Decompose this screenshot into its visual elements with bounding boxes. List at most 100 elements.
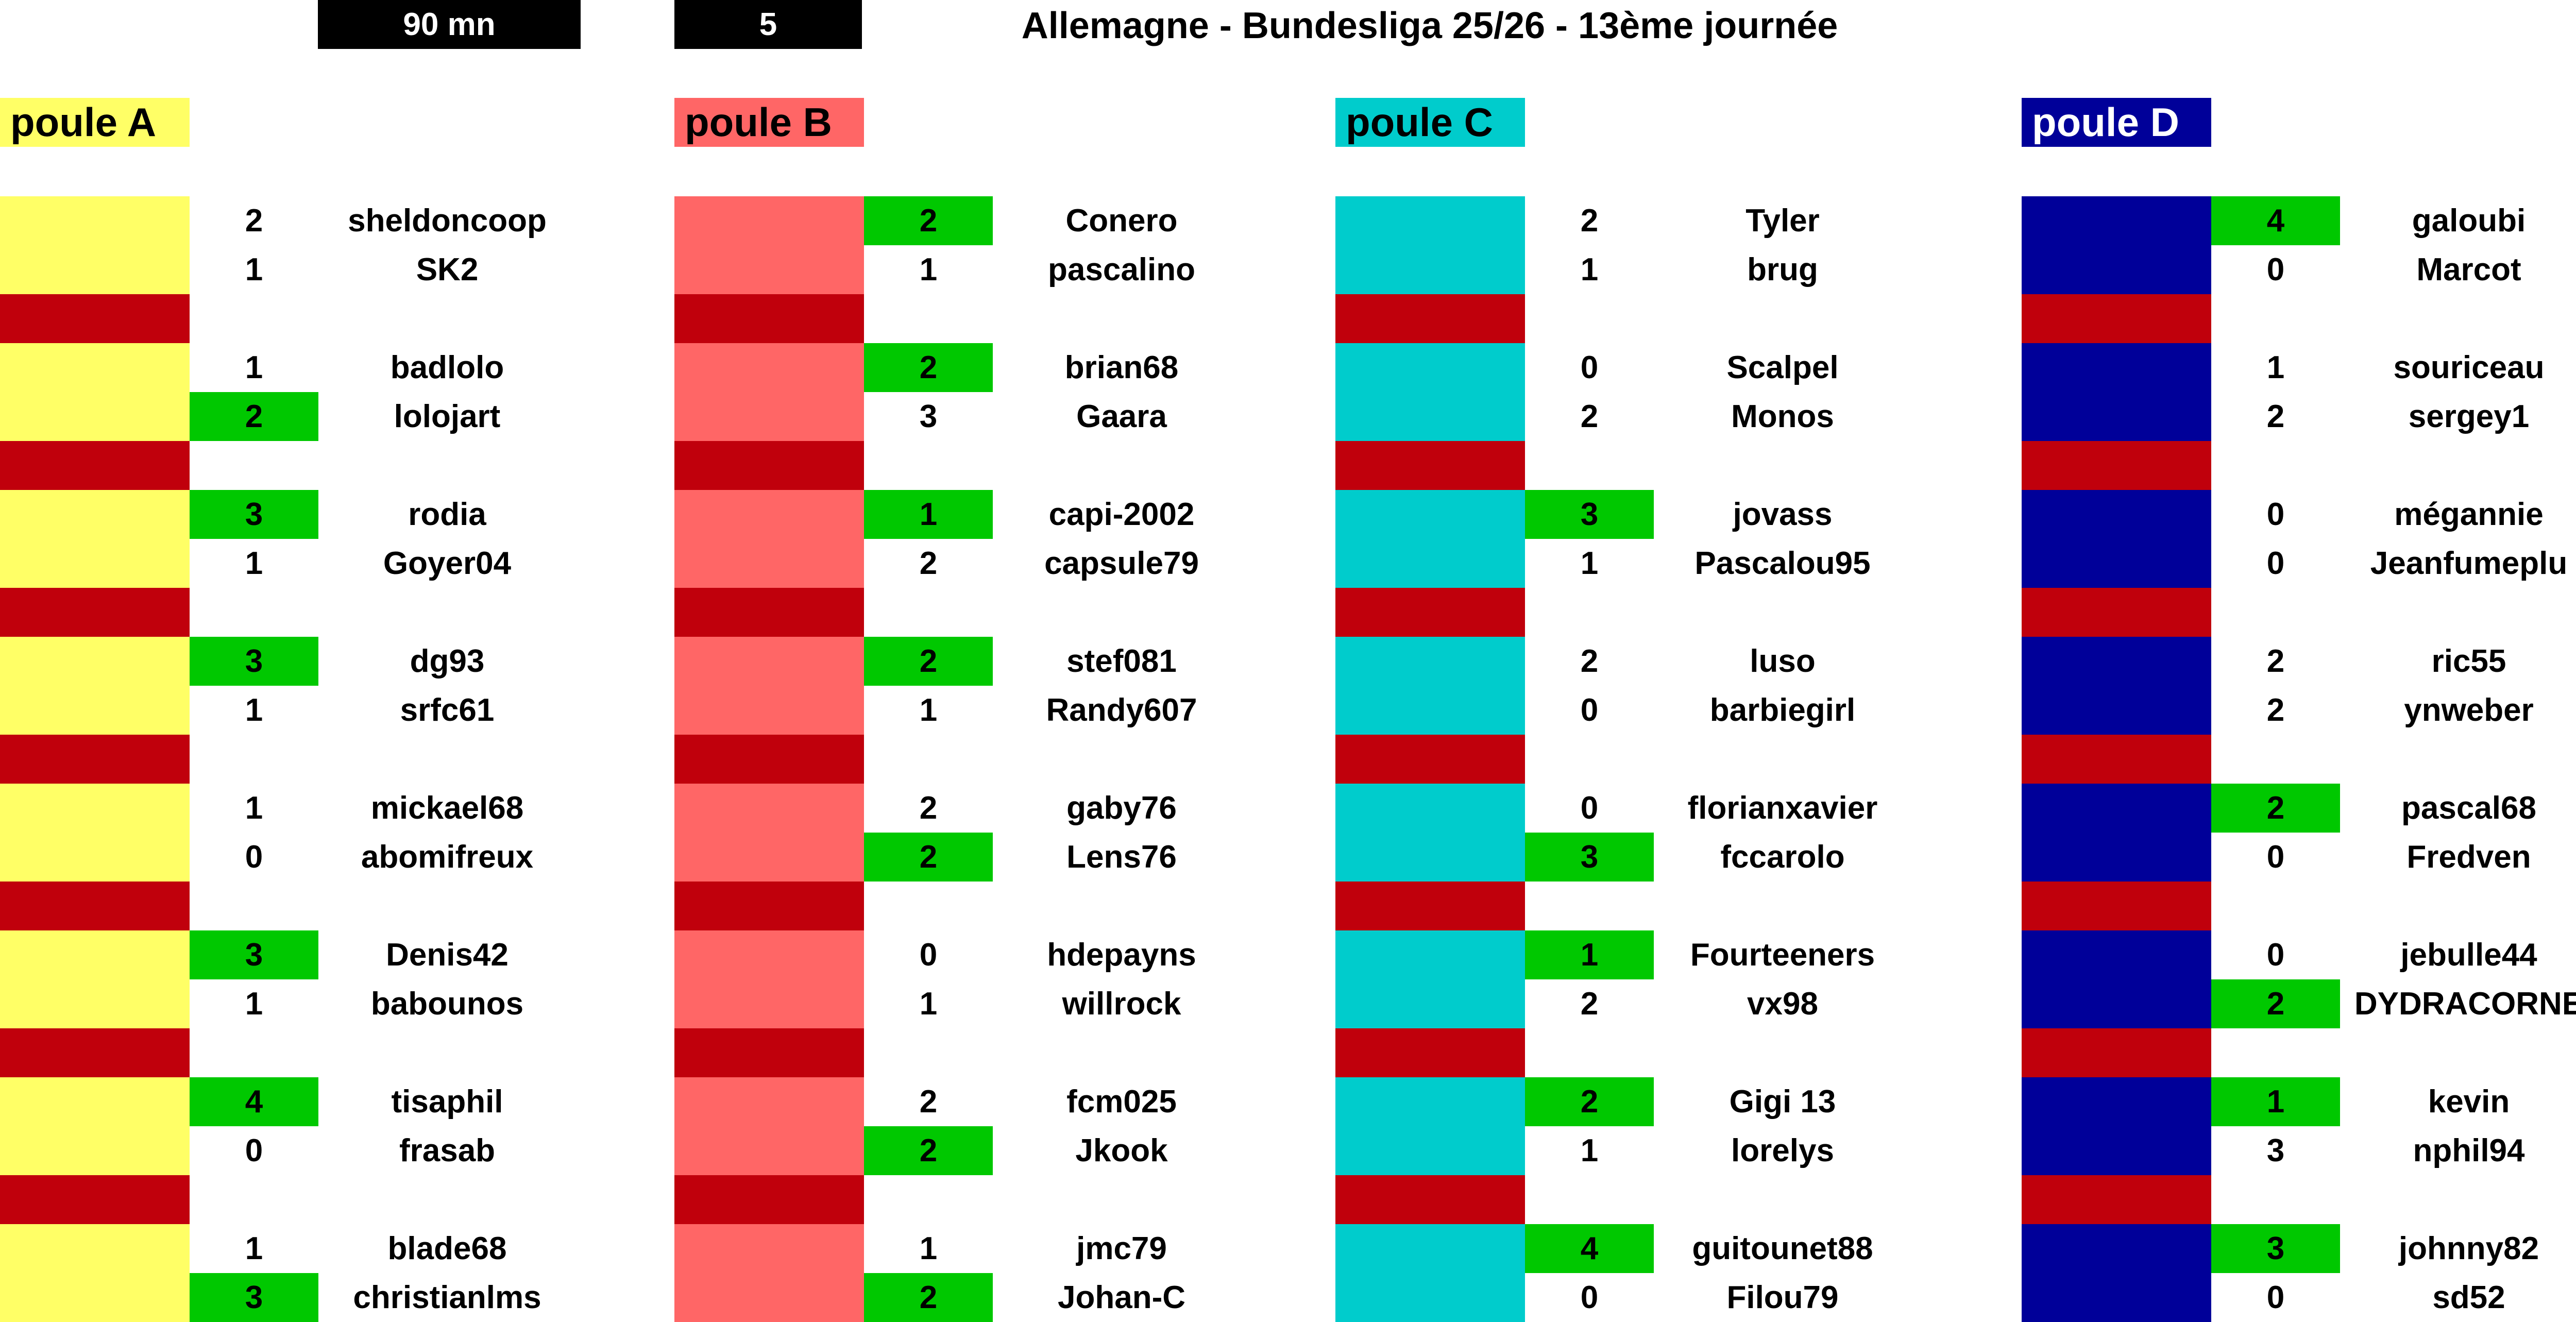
- match-separator: [2022, 441, 2576, 490]
- group-color-cell: [674, 930, 864, 979]
- group-color-cell: [0, 979, 190, 1028]
- group-color-cell: [0, 1273, 190, 1322]
- player-name: Johan-C: [1058, 1280, 1185, 1315]
- player-row: 3 dg93: [0, 637, 582, 686]
- player-name: vx98: [1747, 986, 1818, 1022]
- match-separator: [0, 1028, 582, 1077]
- player-row: 0 frasab: [0, 1126, 582, 1175]
- player-score: 0: [2266, 252, 2285, 287]
- group-color-cell: [2022, 343, 2211, 392]
- player-score: 1: [919, 692, 938, 728]
- player-score: 0: [1580, 692, 1599, 728]
- player-score: 1: [2266, 350, 2285, 385]
- player-row: 4 tisaphil: [0, 1077, 582, 1126]
- player-score: 2: [864, 1126, 993, 1175]
- player-name: frasab: [399, 1133, 496, 1168]
- separator-cell: [674, 441, 864, 490]
- player-score: 3: [1525, 490, 1654, 539]
- group-color-cell: [674, 343, 864, 392]
- player-score: 1: [864, 490, 993, 539]
- player-score: 2: [864, 196, 993, 245]
- group-color-cell: [1335, 1077, 1525, 1126]
- player-score: 2: [864, 1273, 993, 1322]
- match-separator: [674, 1175, 1257, 1224]
- player-name: brian68: [1064, 350, 1179, 385]
- player-name: Denis42: [386, 937, 509, 973]
- player-row: 2 lolojart: [0, 392, 582, 441]
- round-count-box: 5: [674, 0, 862, 49]
- group-color-cell: [2022, 833, 2211, 882]
- group-color-cell: [674, 833, 864, 882]
- group-color-cell: [674, 490, 864, 539]
- player-row: 3 nphil94: [2022, 1126, 2576, 1175]
- poule-column-c: 2 Tyler 1 brug 0 Scalpel 2 Monos 3 jovass 1 Pascalo…: [1335, 196, 1918, 1322]
- player-score: 2: [190, 392, 318, 441]
- player-score: 0: [245, 1133, 263, 1168]
- player-row: 1 lorelys: [1335, 1126, 1918, 1175]
- player-name: sd52: [2432, 1280, 2505, 1315]
- player-row: 4 guitounet88: [1335, 1224, 1918, 1273]
- group-color-cell: [2022, 196, 2211, 245]
- match-separator: [674, 882, 1257, 930]
- player-row: 2 Lens76: [674, 833, 1257, 882]
- player-score: 2: [1580, 203, 1599, 239]
- match-separator: [0, 441, 582, 490]
- match-separator: [1335, 1175, 1918, 1224]
- player-name: lolojart: [394, 399, 501, 434]
- group-color-cell: [1335, 930, 1525, 979]
- group-color-cell: [1335, 1273, 1525, 1322]
- group-color-cell: [2022, 637, 2211, 686]
- player-score: 3: [190, 930, 318, 979]
- player-row: 3 fccarolo: [1335, 833, 1918, 882]
- player-name: Fredven: [2406, 839, 2531, 875]
- group-color-cell: [1335, 979, 1525, 1028]
- player-score: 0: [919, 937, 938, 973]
- player-name: Lens76: [1066, 839, 1177, 875]
- player-name: Pascalou95: [1694, 546, 1871, 581]
- group-color-cell: [1335, 1224, 1525, 1273]
- player-name: luso: [1750, 643, 1816, 679]
- group-color-cell: [0, 833, 190, 882]
- player-row: 2 sergey1: [2022, 392, 2576, 441]
- separator-cell: [2022, 882, 2211, 930]
- player-name: nphil94: [2413, 1133, 2525, 1168]
- player-row: 2 stef081: [674, 637, 1257, 686]
- player-name: gaby76: [1066, 790, 1177, 826]
- match-separator: [2022, 1028, 2576, 1077]
- player-row: 3 christianlms: [0, 1273, 582, 1322]
- player-score: 1: [919, 252, 938, 287]
- group-color-cell: [1335, 1126, 1525, 1175]
- player-score: 2: [919, 790, 938, 826]
- separator-cell: [674, 1028, 864, 1077]
- player-row: 2 Johan-C: [674, 1273, 1257, 1322]
- group-color-cell: [674, 245, 864, 294]
- player-score: 1: [245, 692, 263, 728]
- group-color-cell: [1335, 784, 1525, 833]
- separator-cell: [0, 1028, 190, 1077]
- group-color-cell: [0, 539, 190, 588]
- player-score: 2: [1580, 399, 1599, 434]
- player-name: hdepayns: [1047, 937, 1196, 973]
- separator-cell: [2022, 294, 2211, 343]
- match-separator: [1335, 588, 1918, 637]
- group-color-cell: [0, 1126, 190, 1175]
- group-color-cell: [674, 637, 864, 686]
- player-row: 1 Goyer04: [0, 539, 582, 588]
- player-score: 1: [245, 1231, 263, 1266]
- group-color-cell: [2022, 979, 2211, 1028]
- player-row: 0 Scalpel: [1335, 343, 1918, 392]
- player-name: jmc79: [1076, 1231, 1167, 1266]
- player-row: 2 Monos: [1335, 392, 1918, 441]
- separator-cell: [674, 588, 864, 637]
- player-name: abomifreux: [361, 839, 534, 875]
- player-name: souriceau: [2393, 350, 2545, 385]
- player-name: srfc61: [400, 692, 495, 728]
- player-name: brug: [1747, 252, 1818, 287]
- separator-cell: [2022, 441, 2211, 490]
- player-score: 2: [919, 546, 938, 581]
- player-score: 3: [919, 399, 938, 434]
- player-name: lorelys: [1731, 1133, 1834, 1168]
- player-score: 1: [1580, 252, 1599, 287]
- player-name: Gigi 13: [1729, 1084, 1836, 1120]
- group-color-cell: [1335, 539, 1525, 588]
